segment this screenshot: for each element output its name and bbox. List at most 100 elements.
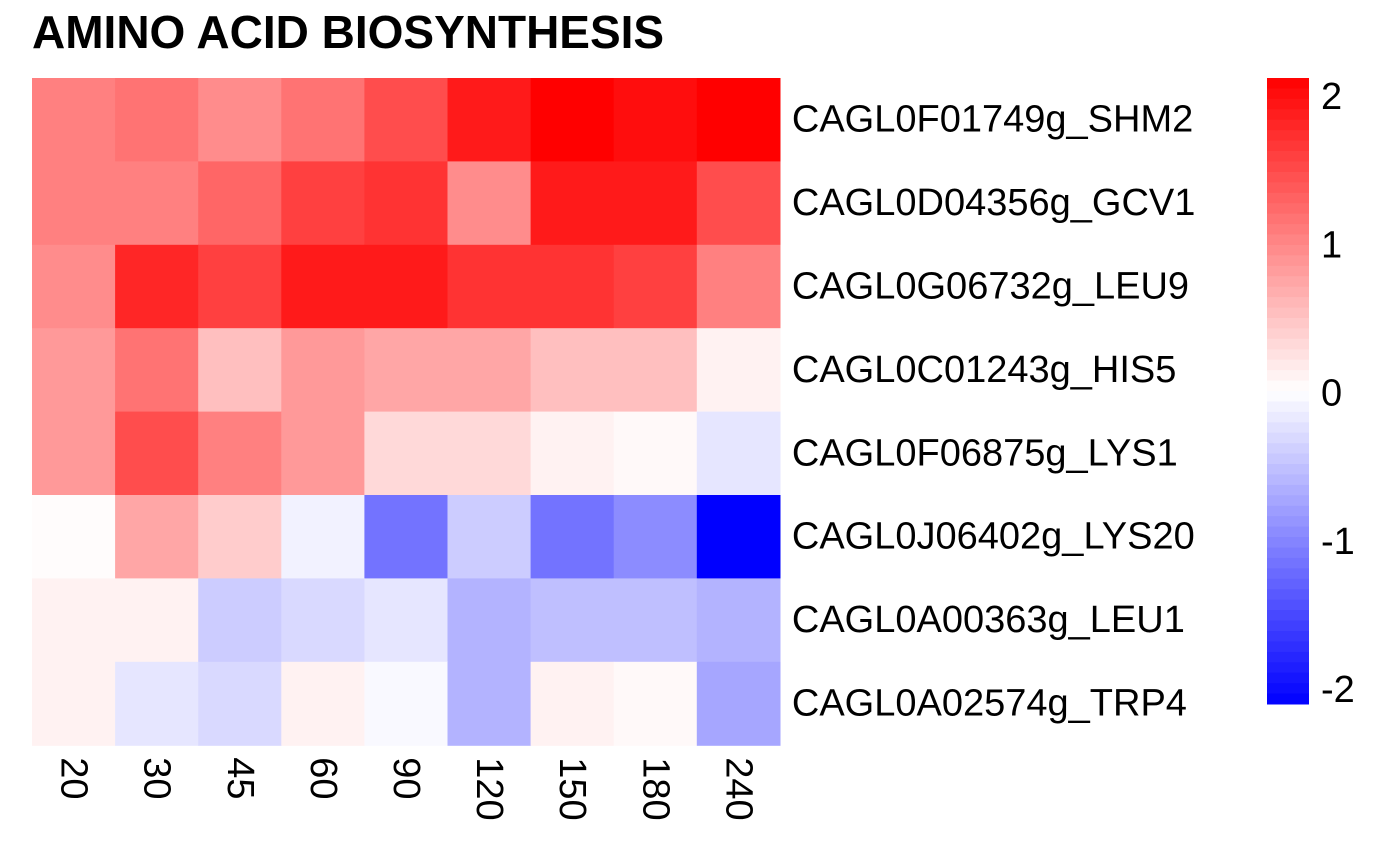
heatmap-cell xyxy=(447,161,532,246)
colorbar-segment xyxy=(1267,307,1309,319)
heatmap-cell xyxy=(613,495,698,579)
colorbar-segment xyxy=(1267,578,1309,590)
heatmap-cell xyxy=(32,411,116,496)
colorbar-segment xyxy=(1267,338,1309,350)
row-label: CAGL0D04356g_GCV1 xyxy=(792,182,1195,224)
heatmap-cell xyxy=(115,161,199,246)
colorbar-segment xyxy=(1267,537,1309,548)
colorbar-segment xyxy=(1267,547,1309,559)
heatmap-cell xyxy=(198,495,282,579)
heatmap-cell xyxy=(115,411,199,496)
colorbar-segment xyxy=(1267,140,1309,152)
colorbar-segment xyxy=(1267,234,1309,246)
colorbar-segment xyxy=(1267,370,1309,382)
colorbar-segment xyxy=(1267,130,1309,142)
heatmap-cell xyxy=(364,411,449,496)
colorbar-segment xyxy=(1267,151,1309,162)
heatmap-cell xyxy=(613,161,698,246)
column-label: 240 xyxy=(717,757,759,820)
heatmap-cell xyxy=(613,411,698,496)
heatmap-cell xyxy=(115,495,199,579)
heatmap-cell xyxy=(32,661,116,746)
column-label: 30 xyxy=(136,757,178,799)
colorbar-segment xyxy=(1267,464,1309,475)
colorbar-tick-label: -1 xyxy=(1321,521,1355,563)
heatmap-cell xyxy=(696,495,781,579)
colorbar-segment xyxy=(1267,161,1309,173)
heatmap-cell xyxy=(530,161,615,246)
row-label: CAGL0A00363g_LEU1 xyxy=(792,599,1185,641)
heatmap-cell xyxy=(281,411,365,496)
heatmap-cell xyxy=(696,661,781,746)
colorbar-segment xyxy=(1267,610,1309,622)
heatmap-cell xyxy=(613,661,698,746)
heatmap-cell xyxy=(115,578,199,663)
colorbar-segment xyxy=(1267,526,1309,538)
row-label: CAGL0F01749g_SHM2 xyxy=(792,99,1193,141)
heatmap-cell xyxy=(281,244,365,329)
colorbar-segment xyxy=(1267,317,1309,329)
heatmap-cell xyxy=(198,244,282,329)
colorbar-segment xyxy=(1267,411,1309,423)
heatmap-cell xyxy=(530,661,615,746)
row-label: CAGL0G06732g_LEU9 xyxy=(792,266,1189,308)
heatmap-cell xyxy=(530,495,615,579)
colorbar-segment xyxy=(1267,224,1309,235)
colorbar: -2 -1 0 1 2 xyxy=(1267,76,1355,711)
colorbar-segment xyxy=(1267,203,1309,215)
heatmap-cell xyxy=(364,495,449,579)
heatmap-cell xyxy=(32,161,116,246)
heatmap-cell xyxy=(281,661,365,746)
colorbar-segment xyxy=(1267,192,1309,204)
heatmap-cell xyxy=(530,78,615,162)
heatmap-cell xyxy=(696,244,781,329)
heatmap-cell xyxy=(32,244,116,329)
column-label: 60 xyxy=(302,757,344,799)
colorbar-segment xyxy=(1267,349,1309,361)
colorbar-segment xyxy=(1267,98,1309,110)
colorbar-segment xyxy=(1267,630,1309,642)
heatmap-cell xyxy=(364,78,449,162)
heatmap-cell xyxy=(364,161,449,246)
colorbar-tick-label: 1 xyxy=(1321,224,1342,266)
heatmap-cell xyxy=(613,78,698,162)
colorbar-segment xyxy=(1267,359,1309,371)
column-label: 20 xyxy=(53,757,95,799)
heatmap-cell xyxy=(198,78,282,162)
heatmap-cell xyxy=(696,161,781,246)
heatmap-cell xyxy=(447,411,532,496)
colorbar-segment xyxy=(1267,484,1309,496)
colorbar-segment xyxy=(1267,391,1309,402)
row-label: CAGL0F06875g_LYS1 xyxy=(792,432,1178,474)
colorbar-segment xyxy=(1267,443,1309,455)
heatmap-cell xyxy=(530,244,615,329)
colorbar-segment xyxy=(1267,182,1309,194)
colorbar-segment xyxy=(1267,255,1309,267)
column-label: 150 xyxy=(551,757,593,820)
heatmap-cell xyxy=(115,328,199,413)
colorbar-segment xyxy=(1267,297,1309,309)
colorbar-segment xyxy=(1267,422,1309,434)
heatmap-cell xyxy=(281,78,365,162)
heatmap-cell xyxy=(447,661,532,746)
column-label: 90 xyxy=(385,757,427,799)
column-label: 45 xyxy=(219,757,261,799)
colorbar-segment xyxy=(1267,78,1309,89)
heatmap-cell xyxy=(613,578,698,663)
colorbar-segment xyxy=(1267,109,1309,121)
heatmap-cell xyxy=(447,578,532,663)
colorbar-segment xyxy=(1267,474,1309,486)
heatmap-cell xyxy=(198,578,282,663)
colorbar-segment xyxy=(1267,599,1309,611)
heatmap-cell xyxy=(115,244,199,329)
colorbar-segment xyxy=(1267,286,1309,298)
colorbar-segment xyxy=(1267,265,1309,277)
colorbar-segment xyxy=(1267,380,1309,392)
column-label: 180 xyxy=(634,757,676,820)
colorbar-segment xyxy=(1267,516,1309,528)
heatmap-cell xyxy=(447,244,532,329)
heatmap-cell xyxy=(364,328,449,413)
colorbar-segment xyxy=(1267,557,1309,569)
colorbar-segment xyxy=(1267,620,1309,632)
colorbar-tick-label: 2 xyxy=(1321,76,1342,118)
